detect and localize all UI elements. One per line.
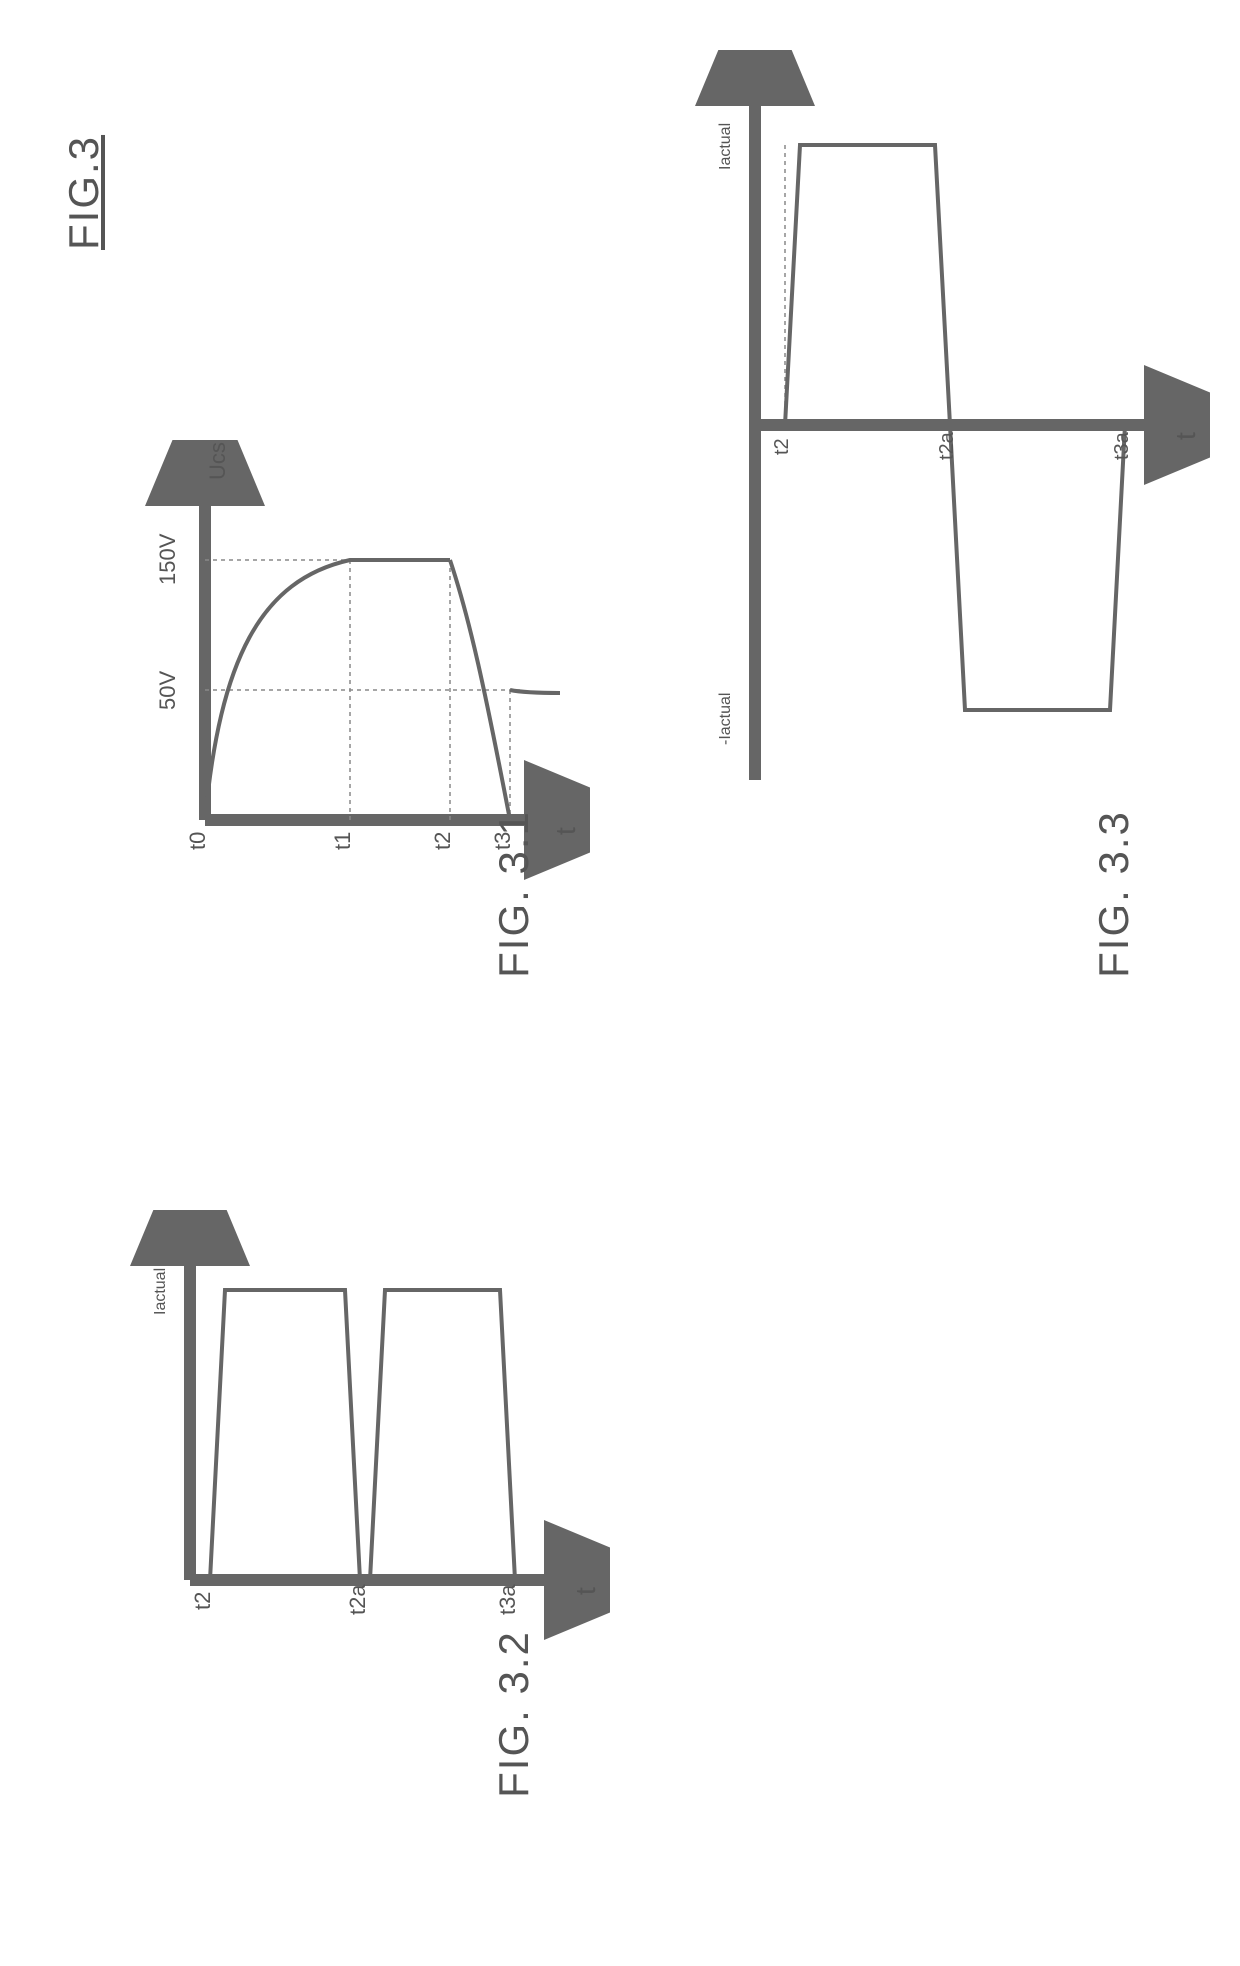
pulse-1	[210, 1290, 360, 1580]
x-tick-label: t2a	[936, 431, 958, 460]
x-tick-label: t2	[190, 1592, 215, 1610]
pulse-neg	[950, 425, 1125, 710]
x-axis-label: t	[570, 1587, 601, 1595]
x-tick-label: t0	[185, 832, 210, 850]
fig-3-3-svg: Iactual -Iactual t t2 t2a t3a	[670, 50, 1210, 820]
x-tick-label: t2a	[345, 1584, 370, 1615]
fig-3-2-svg: Iactual t t2 t2a t3a	[90, 1210, 610, 1650]
page-title: FIG.3	[60, 135, 108, 250]
fig-3-2: Iactual t t2 t2a t3a	[90, 1210, 610, 1650]
x-axis-label: t	[1170, 432, 1201, 440]
y-axis-label-top: Iactual	[717, 123, 734, 170]
y-axis-label-bot: -Iactual	[717, 693, 734, 745]
pulse-pos	[785, 145, 950, 425]
x-tick-label: t1	[330, 832, 355, 850]
x-tick-label: t3a	[1111, 431, 1133, 460]
y-tick-label: 50V	[155, 671, 180, 710]
fig-3-1-caption: FIG. 3.1	[490, 810, 538, 978]
y-axis-label: Iactual	[152, 1268, 169, 1315]
fig-3-3-caption: FIG. 3.3	[1090, 810, 1138, 978]
x-tick-label: t2	[430, 832, 455, 850]
x-tick-label: t2	[771, 438, 793, 455]
x-axis-label: t	[550, 827, 581, 835]
y-tick-label: 150V	[155, 533, 180, 585]
fig-3-3: Iactual -Iactual t t2 t2a t3a	[670, 50, 1210, 820]
pulse-2	[370, 1290, 515, 1580]
curve-plateau	[510, 690, 560, 693]
x-tick-label: t3a	[495, 1584, 520, 1615]
y-axis-label: Ucs	[205, 442, 230, 480]
fig-3-2-caption: FIG. 3.2	[490, 1630, 538, 1798]
